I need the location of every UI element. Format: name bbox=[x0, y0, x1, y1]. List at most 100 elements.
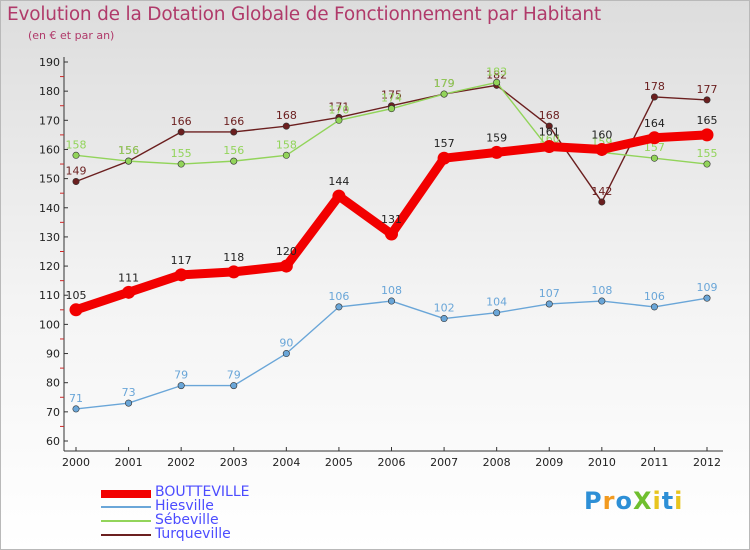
data-label-s-beville: 158 bbox=[66, 138, 87, 151]
data-point-hiesville bbox=[72, 405, 80, 413]
proxiti-logo: ProXiti bbox=[584, 487, 683, 515]
data-point-boutteville bbox=[490, 145, 504, 159]
x-tick-label: 2007 bbox=[430, 456, 458, 469]
data-point-turqueville bbox=[598, 198, 606, 206]
logo-letter: i bbox=[652, 487, 662, 515]
x-tick-label: 2009 bbox=[535, 456, 563, 469]
data-label-boutteville: 120 bbox=[276, 245, 297, 258]
logo-letter: o bbox=[615, 487, 633, 515]
x-tick-label: 2008 bbox=[483, 456, 511, 469]
data-point-boutteville bbox=[332, 189, 346, 203]
logo-letter: P bbox=[584, 487, 603, 515]
data-label-boutteville: 160 bbox=[591, 128, 612, 141]
y-tick-label: 180 bbox=[39, 85, 60, 98]
legend-swatch-sebeville bbox=[101, 520, 151, 522]
data-label-hiesville: 107 bbox=[539, 287, 560, 300]
data-point-hiesville bbox=[335, 303, 343, 311]
data-label-turqueville: 175 bbox=[381, 89, 402, 102]
data-label-turqueville: 156 bbox=[118, 144, 139, 157]
data-point-hiesville bbox=[125, 399, 133, 407]
data-point-boutteville bbox=[647, 131, 661, 145]
x-tick-label: 2003 bbox=[220, 456, 248, 469]
data-point-boutteville bbox=[174, 268, 188, 282]
data-label-boutteville: 157 bbox=[434, 137, 455, 150]
y-tick-label: 70 bbox=[46, 406, 60, 419]
data-label-boutteville: 105 bbox=[66, 289, 87, 302]
data-label-s-beville: 157 bbox=[644, 141, 665, 154]
data-point-hiesville bbox=[282, 350, 290, 358]
data-point-boutteville bbox=[542, 140, 556, 154]
y-tick-label: 140 bbox=[39, 202, 60, 215]
data-point-s-beville bbox=[335, 116, 343, 124]
data-point-s-beville bbox=[177, 160, 185, 168]
y-tick-label: 190 bbox=[39, 56, 60, 69]
data-point-boutteville bbox=[69, 303, 83, 317]
data-point-hiesville bbox=[598, 297, 606, 305]
legend-label-turqueville: Turqueville bbox=[155, 526, 231, 542]
data-label-turqueville: 142 bbox=[591, 185, 612, 198]
data-label-turqueville: 171 bbox=[328, 100, 349, 113]
data-label-boutteville: 111 bbox=[118, 271, 139, 284]
x-tick-label: 2010 bbox=[588, 456, 616, 469]
data-label-hiesville: 108 bbox=[591, 284, 612, 297]
data-label-hiesville: 90 bbox=[279, 337, 293, 350]
data-label-s-beville: 156 bbox=[118, 144, 139, 157]
y-tick-label: 110 bbox=[39, 289, 60, 302]
data-label-s-beville: 174 bbox=[381, 92, 402, 105]
data-label-boutteville: 159 bbox=[486, 131, 507, 144]
chart-title: Evolution de la Dotation Globale de Fonc… bbox=[7, 4, 601, 25]
y-tick-label: 130 bbox=[39, 231, 60, 244]
data-point-turqueville bbox=[282, 122, 290, 130]
legend-label-sebeville: Sébeville bbox=[155, 512, 219, 528]
data-point-s-beville bbox=[650, 154, 658, 162]
data-label-hiesville: 104 bbox=[486, 296, 507, 309]
data-label-hiesville: 106 bbox=[328, 290, 349, 303]
data-label-turqueville: 168 bbox=[276, 109, 297, 122]
data-label-s-beville: 183 bbox=[486, 65, 507, 78]
y-tick-label: 150 bbox=[39, 173, 60, 186]
data-point-s-beville bbox=[72, 151, 80, 159]
y-tick-label: 160 bbox=[39, 143, 60, 156]
data-point-s-beville bbox=[125, 157, 133, 165]
x-tick-label: 2004 bbox=[272, 456, 300, 469]
data-point-boutteville bbox=[385, 227, 398, 241]
data-label-turqueville: 166 bbox=[223, 115, 244, 128]
y-tick-label: 60 bbox=[46, 435, 60, 448]
x-tick-label: 2002 bbox=[167, 456, 195, 469]
data-label-turqueville: 182 bbox=[486, 68, 507, 81]
logo-letter: t bbox=[661, 487, 675, 515]
data-point-s-beville bbox=[703, 160, 711, 168]
data-label-turqueville: 177 bbox=[697, 83, 718, 96]
data-point-turqueville bbox=[545, 122, 553, 130]
data-point-turqueville bbox=[72, 178, 80, 186]
data-label-hiesville: 79 bbox=[227, 369, 241, 382]
data-label-turqueville: 149 bbox=[66, 165, 87, 178]
data-point-boutteville bbox=[122, 285, 136, 299]
legend-swatch-turqueville bbox=[101, 534, 151, 536]
data-point-hiesville bbox=[493, 309, 501, 317]
data-point-s-beville bbox=[282, 151, 290, 159]
x-tick-label: 2001 bbox=[115, 456, 143, 469]
data-point-s-beville bbox=[440, 90, 448, 98]
y-tick-label: 90 bbox=[46, 348, 60, 361]
data-label-hiesville: 73 bbox=[122, 386, 136, 399]
x-tick-label: 2006 bbox=[378, 456, 406, 469]
legend-label-hiesville: Hiesville bbox=[155, 498, 214, 514]
data-label-boutteville: 131 bbox=[381, 213, 402, 226]
logo-letter: X bbox=[632, 487, 653, 515]
data-label-s-beville: 158 bbox=[276, 138, 297, 151]
data-label-hiesville: 71 bbox=[69, 392, 83, 405]
data-point-hiesville bbox=[650, 303, 658, 311]
data-point-s-beville bbox=[230, 157, 238, 165]
data-point-hiesville bbox=[703, 294, 711, 302]
data-label-turqueville: 178 bbox=[644, 80, 665, 93]
data-point-hiesville bbox=[545, 300, 553, 308]
data-point-boutteville bbox=[700, 128, 714, 142]
data-point-turqueville bbox=[230, 128, 238, 136]
data-label-turqueville: 168 bbox=[539, 109, 560, 122]
data-point-boutteville bbox=[227, 265, 241, 279]
data-point-turqueville bbox=[650, 93, 658, 101]
logo-letter: r bbox=[602, 487, 616, 515]
